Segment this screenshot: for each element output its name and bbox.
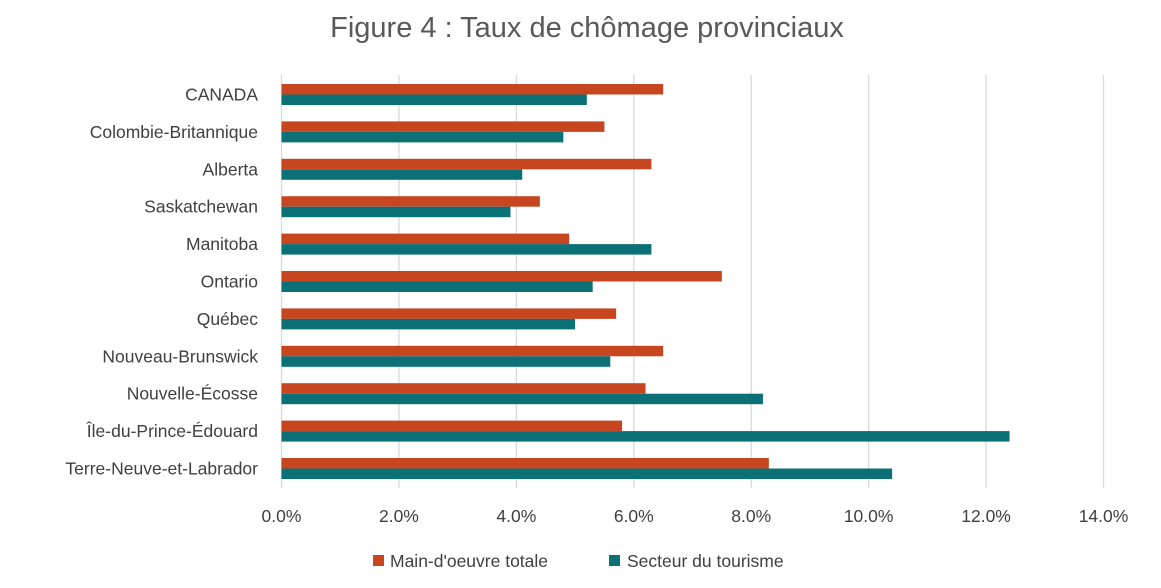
bar-secteur-du-tourisme bbox=[281, 356, 611, 367]
category-label: Alberta bbox=[203, 159, 259, 179]
bar-main-doeuvre-totale bbox=[281, 158, 652, 170]
category-label: Nouvelle-Écosse bbox=[127, 384, 258, 404]
bar-secteur-du-tourisme bbox=[281, 131, 564, 143]
category-label: Terre-Neuve-et-Labrador bbox=[65, 459, 258, 479]
bar-secteur-du-tourisme bbox=[281, 318, 576, 330]
bar-secteur-du-tourisme bbox=[281, 244, 652, 255]
bar-secteur-du-tourisme bbox=[281, 468, 893, 479]
bar-main-doeuvre-totale bbox=[281, 420, 623, 432]
bar-secteur-du-tourisme bbox=[281, 206, 511, 218]
x-tick-label: 12.0% bbox=[961, 506, 1011, 526]
x-tick-label: 2.0% bbox=[379, 506, 419, 526]
bar-main-doeuvre-totale bbox=[281, 233, 570, 245]
bar-main-doeuvre-totale bbox=[281, 271, 722, 282]
bar-main-doeuvre-totale bbox=[281, 345, 664, 357]
bar-secteur-du-tourisme bbox=[281, 431, 1010, 442]
category-label: Manitoba bbox=[186, 234, 258, 254]
bar-secteur-du-tourisme bbox=[281, 281, 593, 292]
bar-main-doeuvre-totale bbox=[281, 458, 769, 469]
bar-secteur-du-tourisme bbox=[281, 94, 587, 105]
x-tick-label: 8.0% bbox=[731, 506, 771, 526]
bar-main-doeuvre-totale bbox=[281, 121, 605, 132]
x-tick-labels: 0.0% 2.0% 4.0% 6.0% 8.0% 10.0% 12.0% 14.0% bbox=[262, 506, 1129, 526]
legend-label: Main-d'oeuvre totale bbox=[390, 551, 548, 571]
category-label: Saskatchewan bbox=[144, 197, 258, 217]
x-tick-label: 0.0% bbox=[262, 506, 302, 526]
category-label: Colombie-Britannique bbox=[90, 122, 258, 142]
bar-secteur-du-tourisme bbox=[281, 393, 763, 405]
legend-label: Secteur du tourisme bbox=[627, 551, 784, 571]
category-labels: CANADA Colombie-Britannique Alberta Saskatc… bbox=[65, 85, 258, 479]
legend: Main-d'oeuvre totale Secteur du tourisme bbox=[373, 551, 784, 571]
bar-secteur-du-tourisme bbox=[281, 169, 523, 180]
x-tick-label: 10.0% bbox=[844, 506, 894, 526]
legend-swatch bbox=[373, 555, 384, 566]
category-label: Ontario bbox=[201, 272, 258, 292]
category-label: Île-du-Prince-Édouard bbox=[86, 421, 258, 441]
category-label: Québec bbox=[197, 309, 259, 329]
x-tick-label: 4.0% bbox=[496, 506, 536, 526]
bars bbox=[281, 84, 1010, 479]
bar-main-doeuvre-totale bbox=[281, 196, 540, 207]
category-label: CANADA bbox=[185, 85, 258, 105]
x-tick-label: 14.0% bbox=[1079, 506, 1129, 526]
chart-title: Figure 4 : Taux de chômage provinciaux bbox=[330, 12, 844, 44]
bar-main-doeuvre-totale bbox=[281, 84, 664, 95]
x-tick-label: 6.0% bbox=[614, 506, 654, 526]
category-label: Nouveau-Brunswick bbox=[102, 346, 258, 366]
bar-main-doeuvre-totale bbox=[281, 308, 617, 319]
bar-main-doeuvre-totale bbox=[281, 383, 646, 394]
legend-swatch bbox=[609, 555, 620, 566]
